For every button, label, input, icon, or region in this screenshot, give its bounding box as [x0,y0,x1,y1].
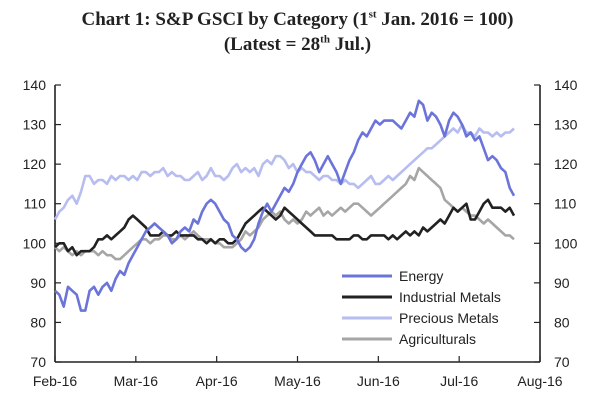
left-y-tick-label: 110 [24,196,47,212]
right-y-tick-label: 120 [554,156,578,172]
left-y-tick-label: 140 [23,77,47,93]
title-line1-prefix: Chart 1: S&P GSCI by Category (1 [81,9,369,30]
left-y-tick-label: 80 [30,314,46,330]
chart-series-lines [53,99,516,312]
x-tick-label: May-16 [274,373,321,389]
title-line1-sup: st [368,8,377,21]
title-line2-prefix: (Latest = 28 [223,34,321,55]
title-line2-suffix: Jul.) [329,34,372,55]
left-y-tick-label: 120 [23,156,47,172]
left-y-tick-label: 70 [30,354,46,370]
chart-title-line-2: (Latest = 28th Jul.) [0,33,595,57]
series-line-energy [54,99,516,312]
x-tick-label: Feb-16 [33,373,78,389]
legend-label-energy: Energy [399,268,443,284]
series-line-industrial [54,198,516,257]
legend-label-industrial: Industrial Metals [399,289,501,305]
legend-label-agri: Agriculturals [399,331,476,347]
right-y-tick-label: 90 [554,275,570,291]
left-y-tick-label: 90 [30,275,46,291]
title-line1-suffix: Jan. 2016 = 100) [376,9,514,30]
series-line-precious [53,123,515,221]
chart-axes: 70 70 80 80 90 90 100 100 110 110 120 120 130 130 140 1… [23,77,578,389]
right-y-tick-label: 140 [554,77,578,93]
legend-label-precious: Precious Metals [399,310,499,326]
right-y-tick-label: 110 [554,196,577,212]
series-line-agri [54,166,515,261]
right-y-tick-label: 80 [554,314,570,330]
right-y-tick-label: 130 [554,117,578,133]
x-tick-label: Mar-16 [114,373,159,389]
chart-legend: Energy Industrial Metals Precious Metals Ag… [342,268,501,347]
x-tick-label: Aug-16 [517,373,562,389]
left-y-tick-label: 100 [23,235,47,251]
right-y-tick-label: 100 [554,235,578,251]
title-line2-sup: th [320,33,330,46]
left-y-tick-label: 130 [23,117,47,133]
right-y-tick-label: 70 [554,354,570,370]
x-tick-label: Jun-16 [357,373,400,389]
x-tick-label: Apr-16 [196,373,238,389]
chart-title-line-1: Chart 1: S&P GSCI by Category (1st Jan. … [0,8,595,32]
x-tick-label: Jul-16 [440,373,478,389]
